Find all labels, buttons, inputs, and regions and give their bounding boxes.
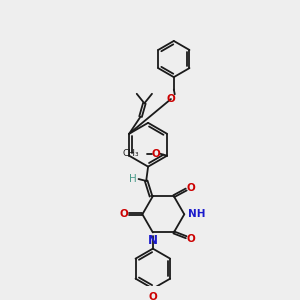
Text: O: O: [151, 149, 160, 159]
Text: CH₃: CH₃: [123, 149, 140, 158]
Text: O: O: [148, 292, 157, 300]
Text: O: O: [120, 209, 129, 219]
Text: H: H: [129, 174, 137, 184]
Text: O: O: [187, 234, 195, 244]
Text: N: N: [148, 234, 158, 248]
Text: O: O: [187, 183, 195, 193]
Text: O: O: [167, 94, 175, 104]
Text: NH: NH: [188, 209, 206, 219]
